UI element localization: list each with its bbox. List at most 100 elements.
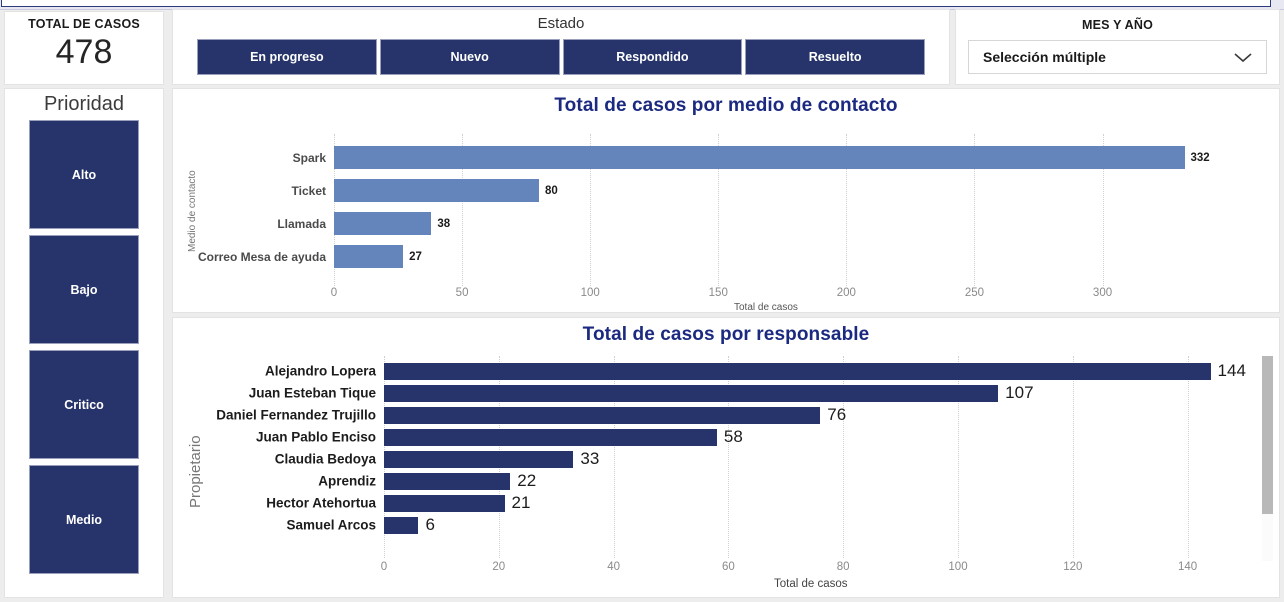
bar[interactable]	[334, 245, 404, 268]
estado-option-resuelto[interactable]: Resuelto	[745, 39, 925, 75]
category-label[interactable]: Ticket	[291, 183, 326, 198]
gridline	[718, 134, 720, 286]
x-tick-label: 100	[580, 287, 600, 299]
gridline	[1102, 134, 1104, 286]
estado-option-label: En progreso	[250, 50, 324, 64]
gridline	[1072, 356, 1074, 558]
bar-value-label: 107	[1005, 383, 1034, 402]
report-canvas-top-border	[1, 0, 1271, 7]
category-label[interactable]: Spark	[292, 150, 326, 165]
chart2-plot-area: Alejandro Lopera 144 Juan Esteban Tique 107…	[173, 318, 1281, 599]
bar[interactable]	[384, 472, 511, 490]
x-tick-label: 0	[380, 561, 388, 573]
category-label[interactable]: Correo Mesa de ayuda	[197, 249, 326, 264]
priority-option-medio[interactable]: Medio	[29, 465, 139, 574]
bar[interactable]	[334, 179, 539, 202]
category-label[interactable]: Hector Atehortua	[266, 495, 376, 511]
gridline	[974, 134, 976, 286]
chart1-title: Total de casos por medio de contacto	[554, 95, 898, 116]
x-tick-label: 20	[492, 561, 506, 573]
bar[interactable]	[334, 146, 1185, 169]
x-tick-label: 150	[708, 287, 728, 299]
estado-option-label: Resuelto	[808, 50, 862, 64]
category-label[interactable]: Juan Pablo Enciso	[255, 429, 376, 445]
bar[interactable]	[384, 406, 821, 424]
gridline	[334, 134, 335, 286]
estado-option-en-progreso[interactable]: En progreso	[197, 39, 377, 75]
estado-slicer-buttons: En progreso Nuevo Respondido Resuelto	[173, 32, 949, 75]
chart-panel-responsible: Total de casos por responsable Alejandro…	[172, 317, 1280, 598]
gridline	[728, 356, 730, 558]
gridline	[613, 356, 615, 558]
category-label[interactable]: Aprendiz	[318, 473, 376, 489]
chart2-scrollbar-thumb[interactable]	[1262, 356, 1273, 514]
priority-slicer-title: Prioridad	[43, 93, 125, 115]
bar-value-label: 6	[425, 515, 435, 534]
gridline	[590, 134, 592, 286]
x-tick-label: 40	[607, 561, 620, 573]
estado-option-label: Nuevo	[450, 50, 489, 64]
estado-option-label: Respondido	[616, 50, 689, 64]
bar[interactable]	[384, 516, 419, 534]
gridline	[1187, 356, 1189, 558]
x-tick-label: 80	[836, 561, 850, 573]
priority-option-label: Bajo	[70, 282, 98, 297]
bar[interactable]	[384, 428, 717, 446]
estado-option-nuevo[interactable]: Nuevo	[379, 39, 560, 75]
month-year-slicer-panel: MES Y AÑO Selección múltiple	[955, 9, 1280, 85]
category-label[interactable]: Samuel Arcos	[286, 517, 376, 533]
kpi-value: 478	[55, 33, 113, 71]
estado-option-respondido[interactable]: Respondido	[562, 39, 743, 75]
bar[interactable]	[384, 450, 574, 468]
chart2-title: Total de casos por responsable	[582, 324, 870, 345]
bar[interactable]	[334, 212, 432, 235]
month-year-selected-value: Selección múltiple	[983, 49, 1106, 65]
x-tick-label: 100	[948, 561, 968, 573]
priority-option-critico[interactable]: Critico	[29, 350, 139, 459]
month-year-slicer-title: MES Y AÑO	[1081, 18, 1154, 32]
bar-value-label: 38	[437, 217, 451, 230]
priority-option-label: Critico	[64, 397, 104, 412]
priority-option-alto[interactable]: Alto	[29, 120, 139, 229]
bar-value-label: 58	[723, 427, 743, 446]
bar-value-label: 332	[1190, 151, 1210, 164]
bar-value-label: 33	[580, 449, 600, 468]
x-axis-title: Total de casos	[734, 302, 798, 313]
kpi-label: TOTAL DE CASOS	[28, 17, 140, 31]
category-label[interactable]: Daniel Fernandez Trujillo	[216, 407, 376, 423]
x-tick-label: 60	[721, 561, 735, 573]
x-tick-label: 250	[964, 287, 985, 299]
category-label[interactable]: Llamada	[277, 216, 326, 231]
category-label[interactable]: Claudia Bedoya	[274, 451, 376, 467]
estado-slicer-title: Estado	[537, 15, 585, 32]
category-label[interactable]: Juan Esteban Tique	[248, 385, 376, 401]
bar-value-label: 22	[517, 471, 537, 490]
chart-panel-contact-medium: Total de casos por medio de contacto Spa…	[172, 88, 1280, 313]
bar-value-label: 144	[1217, 361, 1246, 380]
bar-value-label: 80	[544, 184, 558, 197]
gridline	[462, 134, 464, 286]
priority-slicer-list: Alto Bajo Critico Medio	[5, 120, 163, 574]
priority-option-bajo[interactable]: Bajo	[29, 235, 139, 344]
gridline	[843, 356, 845, 558]
x-axis-title: Total de casos	[774, 578, 848, 590]
bar[interactable]	[384, 494, 505, 512]
priority-option-label: Alto	[71, 167, 97, 182]
chevron-down-icon	[1232, 50, 1254, 64]
x-tick-label: 140	[1178, 561, 1198, 573]
category-label[interactable]: Alejandro Lopera	[264, 363, 376, 379]
bar-value-label: 76	[827, 405, 847, 424]
x-tick-label: 300	[1092, 287, 1113, 299]
x-tick-label: 200	[836, 287, 856, 299]
x-tick-label: 120	[1063, 561, 1083, 573]
chart2-vertical-scrollbar[interactable]	[1262, 356, 1273, 561]
bar[interactable]	[384, 384, 999, 402]
gridline	[958, 356, 959, 558]
month-year-dropdown[interactable]: Selección múltiple	[968, 40, 1267, 74]
total-cases-kpi-card: TOTAL DE CASOS 478	[4, 11, 164, 85]
estado-slicer-panel: Estado En progreso Nuevo Respondido Resuelt…	[172, 9, 950, 85]
y-axis-title: Medio de contacto	[187, 170, 198, 252]
bar-value-label: 27	[409, 250, 422, 263]
priority-slicer-panel: Prioridad Alto Bajo Critico Medio	[4, 88, 164, 598]
bar[interactable]	[384, 362, 1211, 380]
